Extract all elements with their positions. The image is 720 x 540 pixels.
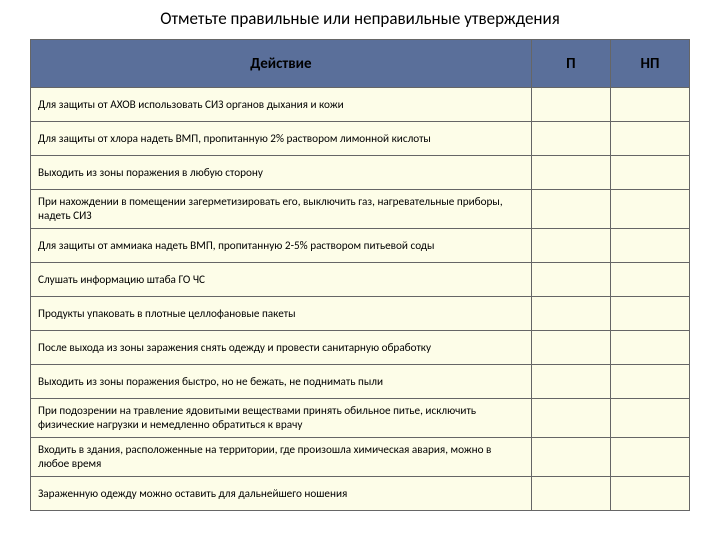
col-correct: П — [531, 40, 610, 88]
cell-correct[interactable] — [531, 477, 610, 511]
table-row: Зараженную одежду можно оставить для дал… — [31, 477, 690, 511]
cell-action: Выходить из зоны поражения в любую сторо… — [31, 156, 532, 190]
cell-incorrect[interactable] — [610, 229, 689, 263]
cell-action: При подозрении на травление ядовитыми ве… — [31, 399, 532, 438]
cell-action: Для защиты от хлора надеть ВМП, пропитан… — [31, 122, 532, 156]
cell-action: Слушать информацию штаба ГО ЧС — [31, 263, 532, 297]
page-title: Отметьте правильные или неправильные утв… — [30, 8, 690, 29]
cell-correct[interactable] — [531, 263, 610, 297]
cell-incorrect[interactable] — [610, 156, 689, 190]
cell-incorrect[interactable] — [610, 190, 689, 229]
table-row: Входить в здания, расположенные на терри… — [31, 438, 690, 477]
cell-incorrect[interactable] — [610, 88, 689, 122]
table-row: Продукты упаковать в плотные целлофановы… — [31, 297, 690, 331]
cell-correct[interactable] — [531, 331, 610, 365]
cell-action: При нахождении в помещении загерметизиро… — [31, 190, 532, 229]
cell-incorrect[interactable] — [610, 331, 689, 365]
table-row: Для защиты от АХОВ использовать СИЗ орга… — [31, 88, 690, 122]
cell-incorrect[interactable] — [610, 122, 689, 156]
col-incorrect: НП — [610, 40, 689, 88]
table-row: Выходить из зоны поражения быстро, но не… — [31, 365, 690, 399]
cell-incorrect[interactable] — [610, 438, 689, 477]
table-row: Для защиты от хлора надеть ВМП, пропитан… — [31, 122, 690, 156]
table-row: Для защиты от аммиака надеть ВМП, пропит… — [31, 229, 690, 263]
table-row: Слушать информацию штаба ГО ЧС — [31, 263, 690, 297]
table-header-row: Действие П НП — [31, 40, 690, 88]
cell-incorrect[interactable] — [610, 399, 689, 438]
table-row: При нахождении в помещении загерметизиро… — [31, 190, 690, 229]
cell-incorrect[interactable] — [610, 297, 689, 331]
cell-correct[interactable] — [531, 365, 610, 399]
cell-correct[interactable] — [531, 399, 610, 438]
cell-correct[interactable] — [531, 438, 610, 477]
cell-correct[interactable] — [531, 190, 610, 229]
col-action: Действие — [31, 40, 532, 88]
table-row: После выхода из зоны заражения снять оде… — [31, 331, 690, 365]
cell-correct[interactable] — [531, 297, 610, 331]
cell-correct[interactable] — [531, 88, 610, 122]
table-row: Выходить из зоны поражения в любую сторо… — [31, 156, 690, 190]
cell-incorrect[interactable] — [610, 263, 689, 297]
cell-correct[interactable] — [531, 156, 610, 190]
table-row: При подозрении на травление ядовитыми ве… — [31, 399, 690, 438]
cell-action: Для защиты от аммиака надеть ВМП, пропит… — [31, 229, 532, 263]
cell-correct[interactable] — [531, 229, 610, 263]
cell-action: Входить в здания, расположенные на терри… — [31, 438, 532, 477]
cell-action: После выхода из зоны заражения снять оде… — [31, 331, 532, 365]
cell-action: Зараженную одежду можно оставить для дал… — [31, 477, 532, 511]
cell-incorrect[interactable] — [610, 477, 689, 511]
cell-correct[interactable] — [531, 122, 610, 156]
cell-incorrect[interactable] — [610, 365, 689, 399]
statements-table: Действие П НП Для защиты от АХОВ использ… — [30, 39, 690, 511]
cell-action: Для защиты от АХОВ использовать СИЗ орга… — [31, 88, 532, 122]
cell-action: Продукты упаковать в плотные целлофановы… — [31, 297, 532, 331]
cell-action: Выходить из зоны поражения быстро, но не… — [31, 365, 532, 399]
